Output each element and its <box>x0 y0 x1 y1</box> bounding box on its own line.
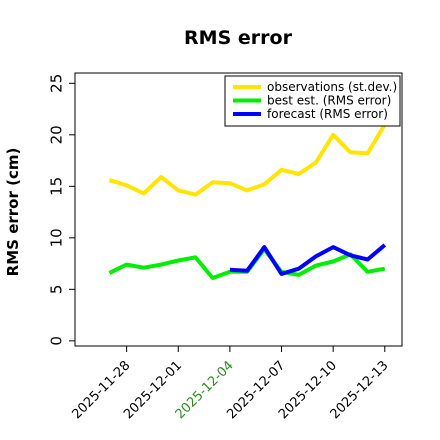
legend-label: observations (st.dev.) <box>267 80 397 94</box>
series-line-3 <box>229 243 387 276</box>
y-tick-label: 5 <box>47 285 65 295</box>
plot-frame <box>74 72 403 347</box>
legend-label: forecast (RMS error) <box>267 107 388 121</box>
y-tick-label: 15 <box>47 177 65 196</box>
y-tick-label: 0 <box>47 336 65 346</box>
series-line-1 <box>108 123 387 197</box>
legend: observations (st.dev.)best est. (RMS err… <box>224 75 401 127</box>
y-tick-label: 25 <box>47 74 65 93</box>
y-axis-label: RMS error (cm) <box>4 148 22 277</box>
y-axis-ticks: 0 5 10 15 20 25 <box>47 74 75 346</box>
chart-title: RMS error <box>184 27 293 49</box>
plot-area <box>108 123 387 280</box>
x-axis-ticks: 2025-11-282025-12-012025-12-042025-12-07… <box>69 346 392 422</box>
y-tick-label: 20 <box>47 125 65 144</box>
y-tick-label: 10 <box>47 228 65 247</box>
legend-label: best est. (RMS error) <box>267 94 391 108</box>
